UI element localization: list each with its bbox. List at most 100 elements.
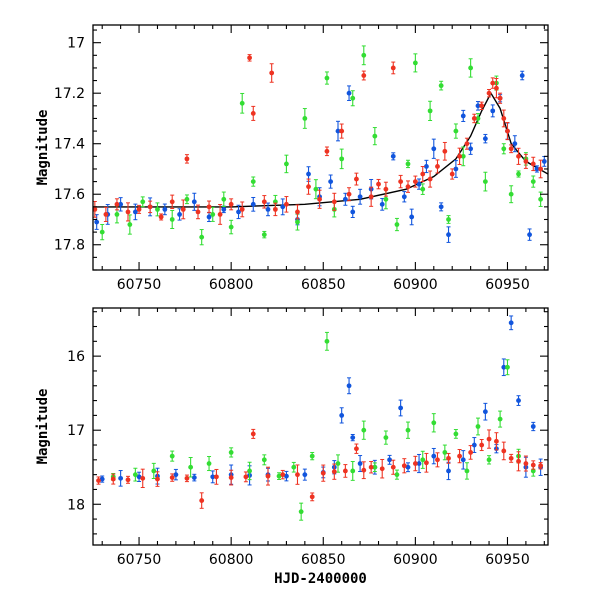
data-point [530,161,536,167]
data-point [328,179,334,184]
data-point [357,194,363,200]
top-panel: 60750 60800 60850 60900 60950 17 17.2 17.4 17.6 1… [35,24,549,293]
data-point [272,206,278,212]
data-point [177,212,182,217]
data-point [416,181,422,187]
data-point [494,85,499,91]
data-point [342,196,348,202]
data-point [427,176,433,182]
data-point [435,164,440,169]
data-point [412,60,418,66]
data-point [210,474,216,480]
data-point [339,156,345,162]
data-marks [96,315,544,521]
data-point [284,473,289,479]
data-point [302,472,308,478]
data-point [420,171,426,177]
data-point [280,472,286,478]
data-point [228,475,234,481]
data-point [184,475,190,481]
data-point [420,457,426,463]
data-point [191,199,197,205]
data-point [306,171,311,177]
data-point [468,65,474,71]
data-point [169,475,175,481]
data-point [460,457,466,463]
data-point [228,224,234,230]
data-point [250,179,256,184]
data-point [427,108,433,114]
y-tick-label: 17.6 [54,187,85,203]
data-point [309,494,315,500]
data-point [195,209,201,215]
data-point [199,234,205,240]
data-point [534,166,540,172]
data-point [239,206,245,212]
data-point [132,209,138,215]
x-tick-label: 60850 [301,552,346,568]
y-tick-label: 17.2 [54,86,85,102]
data-point [228,450,234,455]
data-point [516,398,521,403]
data-point [453,166,459,172]
y-tick-label: 17.8 [54,238,85,254]
data-point [155,476,160,482]
x-axis-title: HJD-2400000 [274,571,367,587]
y-tick-label: 17.4 [54,137,85,153]
data-point [295,472,300,478]
data-point [265,206,271,212]
data-point [446,232,451,238]
data-point [99,476,105,482]
data-point [383,196,389,202]
data-point [210,212,216,217]
data-point [527,232,532,238]
data-point [486,90,492,96]
data-point [464,141,470,147]
data-point [191,475,197,481]
data-point [409,214,415,220]
data-point [118,201,124,207]
y-tick-label: 16 [67,349,85,365]
data-point [490,80,496,86]
data-point [471,442,477,448]
data-point [155,206,160,212]
data-point [482,409,488,415]
data-point [158,214,164,220]
data-point [401,463,407,469]
data-point [424,460,429,466]
data-point [93,206,98,212]
data-point [457,153,462,159]
x-tick-label: 60750 [117,277,162,293]
x-tick-label: 60950 [485,277,530,293]
data-point [435,457,440,463]
data-point [243,474,249,480]
data-point [269,70,275,76]
data-point [250,431,256,437]
data-point [335,461,341,466]
data-point [379,466,385,472]
data-point [324,148,330,154]
data-point [541,158,547,164]
plot-frame [92,307,549,546]
data-point [184,156,190,162]
data-point [236,209,241,215]
data-point [508,191,514,197]
data-point [169,217,175,222]
data-point [350,435,356,441]
data-point [247,55,252,61]
data-point [335,128,341,134]
data-point [405,464,411,470]
data-point [431,146,437,152]
data-point [516,458,521,464]
data-point [206,214,212,220]
data-point [284,201,289,207]
data-point [501,116,507,121]
data-point [482,179,488,184]
data-point [250,201,256,207]
data-point [295,209,300,215]
data-point [239,100,245,106]
data-point [188,464,194,470]
data-point [538,463,544,469]
data-point [412,179,418,184]
